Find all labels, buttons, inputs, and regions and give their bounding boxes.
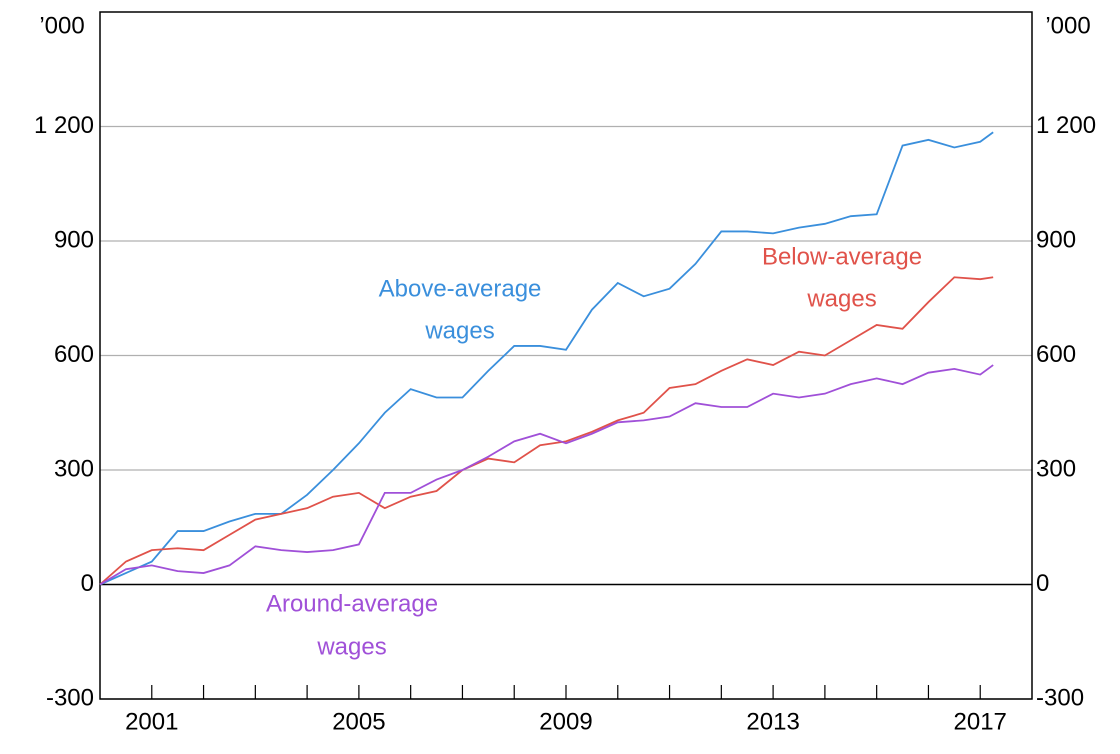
series-label: wages <box>316 633 386 660</box>
y2-unit-label: ’000 <box>1045 12 1090 39</box>
x-tick-label: 2017 <box>954 708 1007 735</box>
series-line <box>99 131 994 586</box>
y2-tick-label: 0 <box>1036 570 1049 597</box>
y2-tick-label: 300 <box>1036 455 1076 482</box>
x-tick-label: 2013 <box>746 708 799 735</box>
series-label: wages <box>806 285 876 312</box>
series-label: Below-average <box>762 243 922 270</box>
series-line <box>99 364 994 586</box>
series-label: wages <box>424 317 494 344</box>
y2-tick-label: 600 <box>1036 341 1076 368</box>
x-tick-label: 2005 <box>332 708 385 735</box>
y2-tick-label: 1 200 <box>1036 112 1096 139</box>
y-tick-label: 300 <box>54 455 94 482</box>
y-unit-label: ’000 <box>39 12 84 39</box>
series-label: Around-average <box>266 590 438 617</box>
y2-tick-label: 900 <box>1036 226 1076 253</box>
series-line <box>99 276 994 586</box>
series-label: Above-average <box>379 275 542 302</box>
y-tick-label: 0 <box>81 570 94 597</box>
y-tick-label: 900 <box>54 226 94 253</box>
x-tick-label: 2009 <box>539 708 592 735</box>
y-tick-label: 600 <box>54 341 94 368</box>
y-tick-label: 1 200 <box>34 112 94 139</box>
y2-tick-label: -300 <box>1036 684 1084 711</box>
x-tick-label: 2001 <box>125 708 178 735</box>
y-tick-label: -300 <box>46 684 94 711</box>
